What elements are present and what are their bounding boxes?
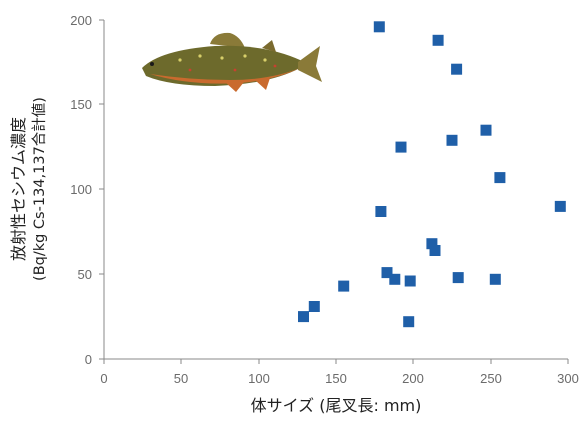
data-point xyxy=(432,34,444,46)
y-axis-sublabel: (Bq/kg Cs-134,137合計値) xyxy=(31,97,48,281)
data-point xyxy=(338,280,350,292)
y-tick-label: 150 xyxy=(70,97,92,112)
data-point xyxy=(373,21,385,33)
data-points xyxy=(298,21,566,328)
x-tick-label: 250 xyxy=(480,371,502,386)
data-point xyxy=(452,272,464,284)
data-point xyxy=(308,301,320,312)
y-axis-label: 放射性セシウム濃度 xyxy=(9,117,28,261)
fish-illustration xyxy=(142,32,322,92)
data-point xyxy=(381,267,393,279)
x-axis-label: 体サイズ (尾叉長: mm) xyxy=(251,396,422,415)
x-tick-label: 300 xyxy=(557,371,579,386)
data-point xyxy=(426,238,438,250)
data-point xyxy=(446,134,458,146)
x-tick-label: 50 xyxy=(174,371,188,386)
y-tick-label: 100 xyxy=(70,182,92,197)
data-point xyxy=(395,141,407,153)
data-point xyxy=(403,316,415,328)
y-tick-label: 0 xyxy=(85,352,92,367)
data-point xyxy=(451,63,463,75)
x-tick-label: 200 xyxy=(402,371,424,386)
data-point xyxy=(494,172,506,184)
x-tick-label: 100 xyxy=(248,371,270,386)
data-point xyxy=(429,245,441,256)
data-point xyxy=(554,200,566,212)
y-tick-label: 50 xyxy=(78,267,92,282)
y-tick-label: 200 xyxy=(70,13,92,28)
data-point xyxy=(404,275,416,287)
data-point xyxy=(298,311,309,323)
data-point xyxy=(375,206,387,217)
x-ticks: 0 50 100 150 200 250 300 xyxy=(100,359,579,386)
data-point xyxy=(480,124,492,136)
data-point xyxy=(389,273,401,285)
x-tick-label: 0 xyxy=(100,371,107,386)
data-point xyxy=(489,273,501,285)
x-tick-label: 150 xyxy=(325,371,347,386)
y-ticks: 0 50 100 150 200 xyxy=(70,13,104,367)
